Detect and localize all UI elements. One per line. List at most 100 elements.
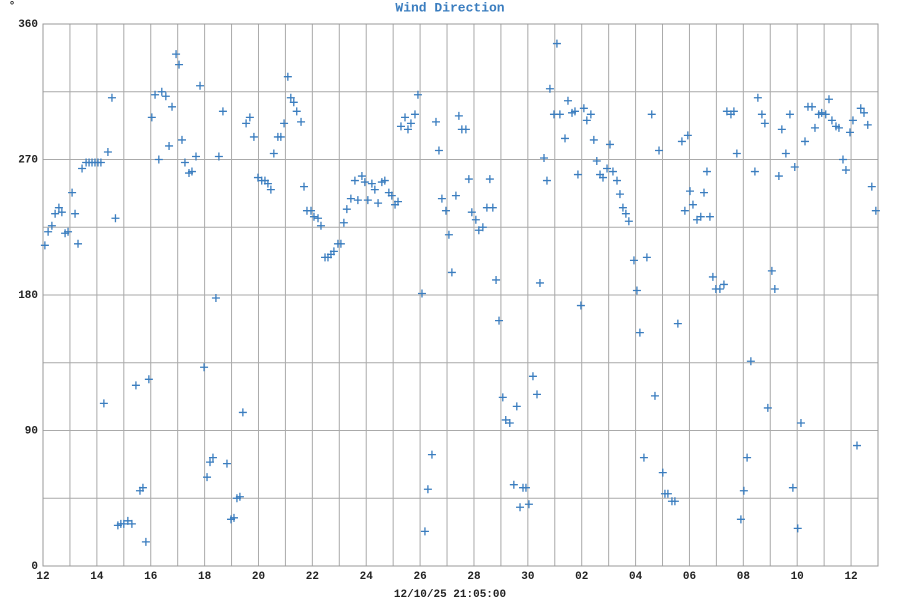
point xyxy=(64,227,73,236)
x-tick-label: 04 xyxy=(629,571,643,583)
point xyxy=(68,188,77,197)
point xyxy=(168,102,177,111)
point xyxy=(307,206,316,215)
x-axis-label: 12/10/25 21:05:00 xyxy=(394,589,506,600)
point xyxy=(702,167,711,176)
point xyxy=(796,418,805,427)
point xyxy=(715,284,724,293)
point xyxy=(642,253,651,262)
point xyxy=(203,473,212,482)
point xyxy=(612,176,621,185)
point xyxy=(790,163,799,172)
point xyxy=(824,95,833,104)
point xyxy=(729,107,738,116)
point xyxy=(774,172,783,181)
point xyxy=(618,203,627,212)
point xyxy=(131,381,140,390)
point xyxy=(719,280,728,289)
point xyxy=(528,372,537,381)
point xyxy=(492,275,501,284)
point xyxy=(138,483,147,492)
point xyxy=(589,135,598,144)
point xyxy=(624,217,633,226)
point xyxy=(336,239,345,248)
point xyxy=(437,194,446,203)
point xyxy=(621,209,630,218)
point xyxy=(431,117,440,126)
point xyxy=(238,408,247,417)
x-tick-label: 06 xyxy=(683,571,696,583)
point xyxy=(658,468,667,477)
point xyxy=(535,278,544,287)
point xyxy=(524,500,533,509)
point xyxy=(573,170,582,179)
point xyxy=(509,480,518,489)
point xyxy=(505,418,514,427)
point xyxy=(165,141,174,150)
point xyxy=(673,319,682,328)
point xyxy=(350,176,359,185)
point xyxy=(208,453,217,462)
point xyxy=(242,119,251,128)
point xyxy=(683,131,692,140)
point xyxy=(187,167,196,176)
point xyxy=(852,441,861,450)
point xyxy=(552,39,561,48)
point xyxy=(410,110,419,119)
point xyxy=(172,50,181,59)
point xyxy=(801,137,810,146)
point xyxy=(582,116,591,125)
x-tick-label: 28 xyxy=(467,571,481,583)
point xyxy=(447,268,456,277)
point xyxy=(119,519,128,528)
x-tick-label: 14 xyxy=(90,571,104,583)
point xyxy=(635,328,644,337)
point xyxy=(280,119,289,128)
point xyxy=(615,190,624,199)
x-tick-label: 22 xyxy=(306,571,319,583)
point xyxy=(834,123,843,132)
point xyxy=(387,191,396,200)
x-tick-label: 12 xyxy=(36,571,49,583)
point xyxy=(161,92,170,101)
point xyxy=(498,393,507,402)
point xyxy=(111,214,120,223)
point xyxy=(753,93,762,102)
point xyxy=(696,212,705,221)
point xyxy=(177,135,186,144)
point xyxy=(51,209,60,218)
point xyxy=(44,227,53,236)
point xyxy=(329,247,338,256)
point xyxy=(532,390,541,399)
point xyxy=(785,110,794,119)
x-tick-label: 02 xyxy=(575,571,588,583)
x-tick-label: 08 xyxy=(737,571,751,583)
point xyxy=(592,157,601,166)
point xyxy=(586,110,595,119)
point xyxy=(283,72,292,81)
point xyxy=(763,403,772,412)
point xyxy=(211,294,220,303)
point xyxy=(770,284,779,293)
point xyxy=(342,205,351,214)
point xyxy=(396,122,405,131)
point xyxy=(339,218,348,227)
x-tick-label: 24 xyxy=(360,571,374,583)
point xyxy=(289,98,298,107)
point xyxy=(478,223,487,232)
point xyxy=(570,107,579,116)
point xyxy=(655,146,664,155)
point xyxy=(461,125,470,134)
point xyxy=(444,230,453,239)
point xyxy=(292,107,301,116)
point xyxy=(859,108,868,117)
point xyxy=(367,179,376,188)
point xyxy=(603,164,612,173)
point xyxy=(750,167,759,176)
y-tick-label: 360 xyxy=(18,19,38,31)
point xyxy=(848,116,857,125)
point xyxy=(427,450,436,459)
point xyxy=(743,453,752,462)
